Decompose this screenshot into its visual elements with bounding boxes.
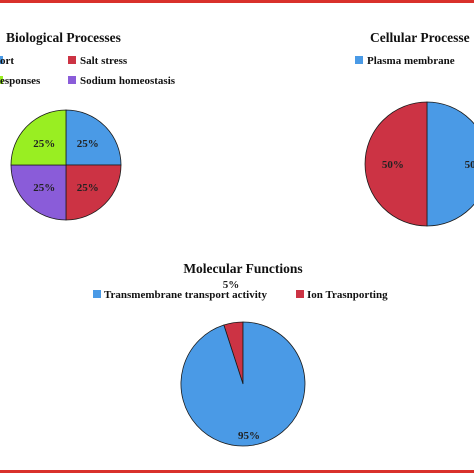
legend-swatch [355, 56, 363, 64]
legend-swatch [0, 76, 3, 84]
chart-title: Biological Processes [6, 30, 121, 45]
frame-border-bottom [0, 470, 474, 473]
pie-slice [180, 321, 306, 447]
legend-label: ort [0, 55, 14, 67]
chart-cellular-processes: Cellular Processe Plasma membrane 50 50% [355, 30, 474, 227]
chart-title: Molecular Functions [183, 261, 302, 276]
chart-title: Cellular Processe [370, 30, 470, 45]
pie-slice [10, 164, 67, 221]
pie-slice [364, 101, 428, 227]
legend-swatch [68, 76, 76, 84]
legend-label: Ion Trasnporting [307, 289, 388, 301]
legend-label: Plasma membrane [367, 55, 455, 67]
pie-cellular-processes: 50 50% [364, 101, 474, 227]
pie-data-label: 50% [382, 159, 404, 171]
pie-data-label: 25% [77, 138, 99, 150]
legend-swatch [0, 56, 3, 64]
pie-molecular-functions: 5% 95% [180, 279, 306, 447]
frame-border-top [0, 0, 474, 3]
pie-slice [65, 109, 122, 166]
pie-data-label: 25% [33, 138, 55, 150]
legend-label: Transmembrane transport activity [104, 289, 267, 301]
legend-swatch [93, 290, 101, 298]
chart-biological-processes: Biological Processes ort Salt stress esp… [0, 30, 176, 221]
legend-swatch [296, 290, 304, 298]
pie-slice [10, 109, 67, 166]
legend-swatch [68, 56, 76, 64]
pie-data-label: 25% [77, 182, 99, 194]
legend-label: esponses [0, 75, 41, 87]
legend-label: Salt stress [80, 55, 128, 67]
pie-data-label: 50 [465, 159, 474, 171]
pie-data-label: 95% [238, 430, 260, 442]
pie-biological-processes: 25% 25% 25% 25% [10, 109, 122, 221]
legend-label: Sodium homeostasis [80, 75, 176, 87]
pie-data-label: 25% [33, 182, 55, 194]
pie-data-label: 5% [223, 279, 240, 291]
pie-slice [426, 101, 474, 227]
pie-slice [65, 164, 122, 221]
chart-molecular-functions: Molecular Functions Transmembrane transp… [93, 261, 388, 447]
